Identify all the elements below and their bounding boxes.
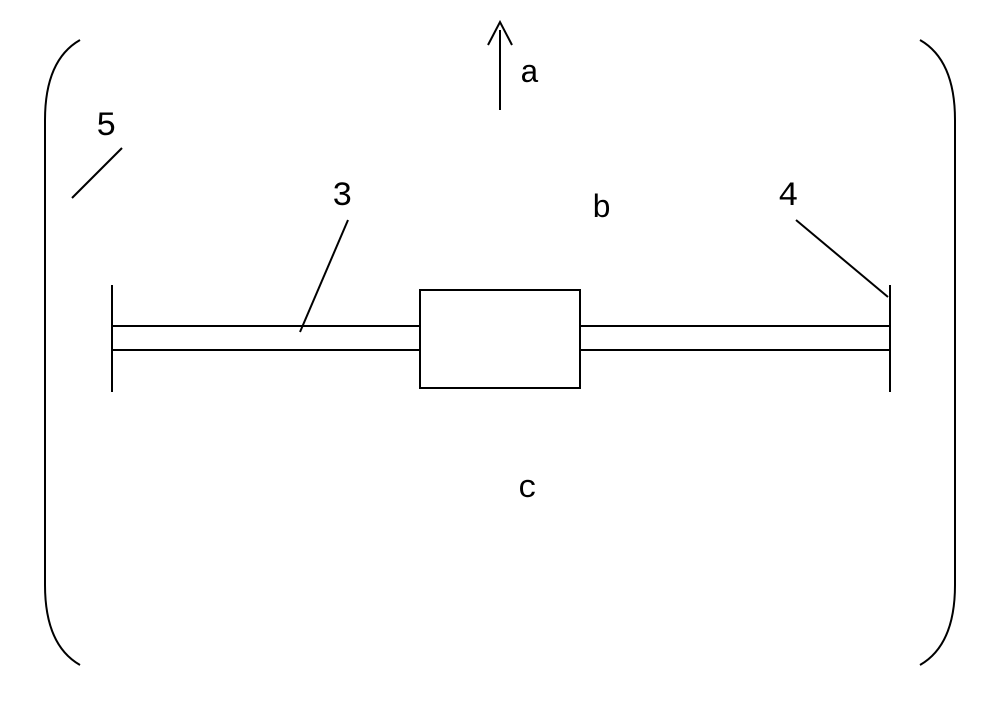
label-5: 5 xyxy=(96,108,116,146)
center-box xyxy=(420,290,580,388)
leader-5 xyxy=(72,148,122,198)
label-a: a xyxy=(520,55,539,92)
label-c: c xyxy=(518,470,537,507)
left-wall xyxy=(45,40,80,665)
diagram-canvas xyxy=(0,0,1000,710)
leader-3 xyxy=(300,220,348,332)
leader-4 xyxy=(796,220,888,297)
label-b: b xyxy=(592,190,611,227)
right-wall xyxy=(920,40,955,665)
label-3: 3 xyxy=(332,178,352,216)
label-4: 4 xyxy=(778,178,798,216)
